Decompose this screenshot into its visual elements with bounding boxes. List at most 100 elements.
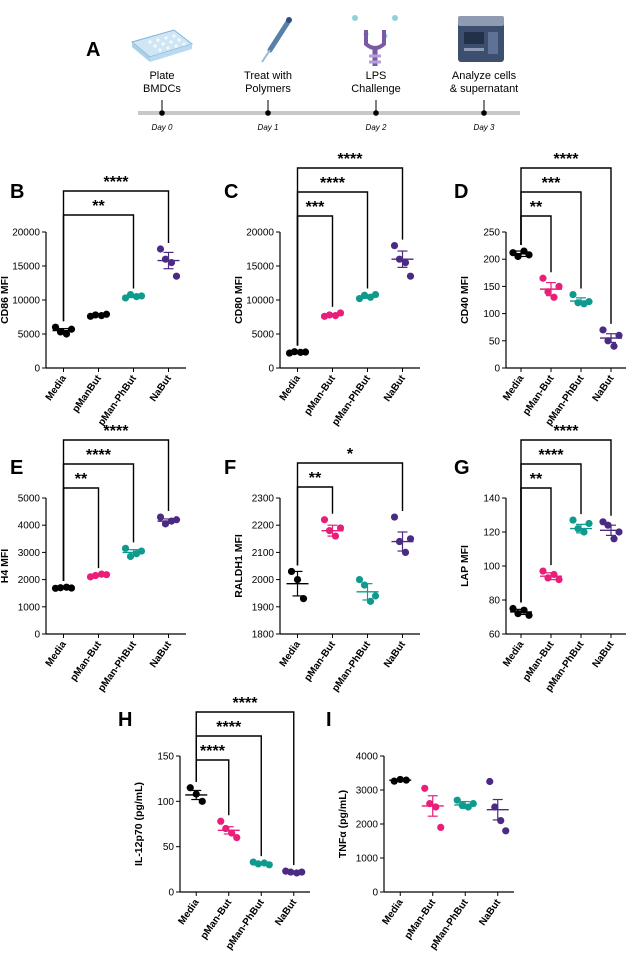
y-tick-label: 2300 [252,494,275,505]
x-tick-label: Media [44,373,70,403]
significance-label: *** [306,199,325,216]
y-tick-label: 250 [483,228,500,239]
significance-label: **** [200,743,226,760]
significance-label: **** [104,174,130,191]
bracket-line [520,167,612,324]
significance-label: **** [554,151,580,168]
y-tick-label: 1900 [252,602,275,613]
panel-label: H [118,709,132,731]
y-axis-label: CD86 MFI [0,276,11,324]
data-point [371,592,380,600]
x-tick-label: Media [278,373,304,403]
data-point [539,274,547,282]
data-point [453,796,461,804]
series-pMan-But [320,516,345,540]
data-point [432,803,440,811]
significance-label: **** [539,447,565,464]
panel-label: D [454,181,468,203]
data-point [156,513,165,521]
y-tick-label: 100 [157,797,174,808]
data-point [539,567,547,575]
data-point [555,576,563,584]
panel-label: C [224,181,238,203]
data-point [287,567,296,576]
y-tick-label: 50 [489,336,501,347]
data-point [610,342,618,350]
data-point [299,595,308,603]
series-pMan-But [539,274,563,301]
data-point [509,249,517,257]
series-Media [286,567,309,603]
panel-label: B [10,181,24,203]
significance-bracket: ** [62,471,100,581]
significance-label: **** [554,423,580,440]
bracket-line [62,487,100,581]
chart-panel-E: E 0 1000 2000 3000 4000 5000 H4 MFI Media pMan-Bu… [0,423,186,694]
y-tick-label: 100 [483,562,500,573]
x-tick-label: Media [380,897,406,927]
series-pMan-But [320,309,345,320]
significance-bracket: *** [296,199,334,346]
significance-label: ** [309,470,322,487]
y-tick-label: 200 [483,255,500,266]
y-tick-label: 0 [372,888,378,899]
y-tick-label: 5000 [252,330,275,341]
series-NaBut [486,777,510,835]
data-point [469,800,477,808]
y-tick-label: 4000 [356,752,379,763]
data-point [51,323,60,331]
y-tick-label: 3000 [18,548,41,559]
y-tick-label: 15000 [246,262,274,273]
series-NaBut [599,326,623,350]
y-tick-label: 150 [483,282,500,293]
data-point [544,288,552,296]
y-tick-label: 10000 [246,296,274,307]
series-Media [509,247,533,261]
x-tick-label: pMan-But [68,639,104,684]
series-Media [285,348,310,357]
bracket-line [520,487,552,603]
data-point [228,829,236,837]
y-tick-label: 10000 [12,296,40,307]
series-pMan-PhBut [249,858,273,869]
y-axis-label: H4 MFI [0,549,11,584]
y-tick-label: 5000 [18,494,41,505]
x-tick-label: pMan-But [302,639,338,684]
x-tick-label: Media [278,639,304,669]
significance-label: *** [542,175,561,192]
bracket-line [296,215,334,346]
y-tick-label: 2000 [356,820,379,831]
series-NaBut [599,518,623,543]
x-tick-label: NaBut [273,897,299,928]
data-point [580,528,588,536]
y-tick-label: 2200 [252,521,275,532]
chart-panel-C: C 0 5000 10000 15000 20000 CD80 MFI Media pMan-B… [224,151,420,428]
series-Media [51,323,76,338]
x-tick-label: NaBut [382,373,408,404]
data-point [320,516,329,524]
bracket-line [195,711,295,866]
data-point [502,827,510,835]
y-tick-label: 0 [268,364,274,375]
data-point [585,519,593,528]
data-point [509,604,517,613]
y-tick-label: 3000 [356,786,379,797]
series-pMan-PhBut [569,516,593,536]
panel-label-A: A [86,39,100,61]
series-Media [51,583,76,592]
x-tick-label: pMan-But [403,897,439,942]
y-tick-label: 0 [494,364,500,375]
y-axis-label: RALDH1 MFI [233,534,245,598]
y-tick-label: 0 [34,630,40,641]
data-point [156,245,165,253]
data-point [486,777,494,786]
data-point [406,272,415,280]
data-point [233,834,241,842]
chart-panel-F: F 1800 1900 2000 2100 2200 2300 RALDH1 MFI Media… [224,446,420,694]
chart-panel-B: B 0 5000 10000 15000 20000 CD86 MFI Media pManBu… [0,174,186,428]
y-tick-label: 150 [157,752,174,763]
significance-label: **** [86,447,112,464]
x-tick-label: NaBut [477,897,503,928]
series-pMan-PhBut [121,544,146,561]
